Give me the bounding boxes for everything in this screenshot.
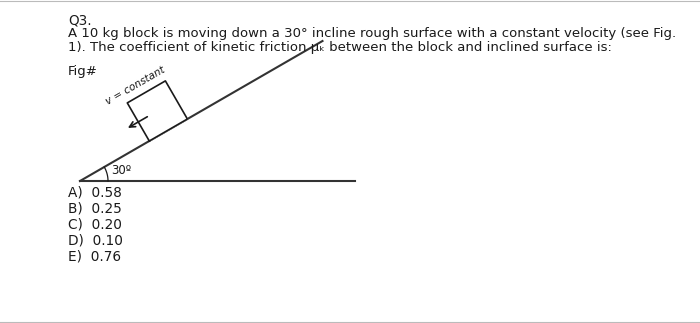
Text: A 10 kg block is moving down a 30° incline rough surface with a constant velocit: A 10 kg block is moving down a 30° incli… (68, 27, 676, 40)
Text: A)  0.58: A) 0.58 (68, 185, 122, 199)
Text: E)  0.76: E) 0.76 (68, 249, 121, 263)
Text: Fig#: Fig# (68, 65, 98, 78)
Polygon shape (127, 81, 188, 141)
Text: D)  0.10: D) 0.10 (68, 233, 123, 247)
Text: 1). The coefficient of kinetic friction μₖ between the block and inclined surfac: 1). The coefficient of kinetic friction … (68, 41, 612, 54)
Text: v = constant: v = constant (104, 65, 167, 107)
Text: B)  0.25: B) 0.25 (68, 201, 122, 215)
Text: C)  0.20: C) 0.20 (68, 217, 122, 231)
Text: Q3.: Q3. (68, 13, 92, 27)
Text: 30º: 30º (111, 164, 131, 177)
